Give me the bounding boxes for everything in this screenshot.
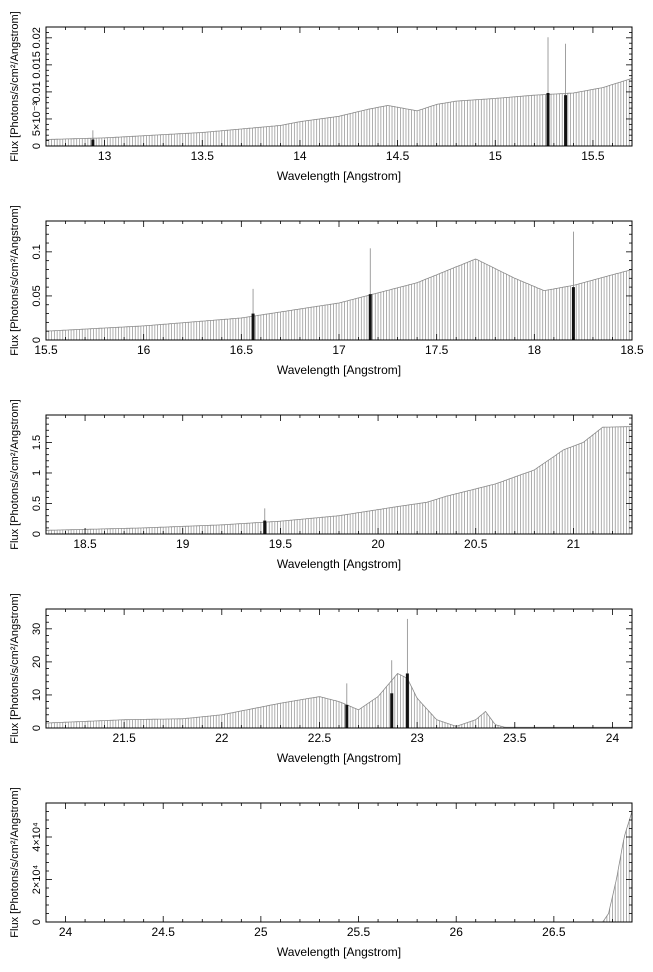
x-tick-label: 26 xyxy=(450,925,464,939)
plot-frame xyxy=(45,802,633,923)
continuum-bars xyxy=(46,811,633,923)
emission-line-bar xyxy=(390,693,394,728)
continuum-bars xyxy=(45,673,633,728)
emission-line-bar xyxy=(91,139,95,146)
x-tick-label: 26.5 xyxy=(542,925,566,939)
y-tick-label: 0.1 xyxy=(31,244,43,259)
x-tick-label: 15.5 xyxy=(581,149,605,163)
y-tick-label: 5×10⁻³ xyxy=(31,101,43,136)
emission-line-bar xyxy=(546,92,550,146)
x-tick-label: 20 xyxy=(371,537,385,551)
x-tick-label: 22.5 xyxy=(308,731,332,745)
y-tick-label: 0 xyxy=(31,531,43,537)
y-axis-title: Flux [Photons/s/cm²/Angstrom] xyxy=(9,205,21,355)
x-tick-label: 25.5 xyxy=(347,925,371,939)
y-axis-title: Flux [Photons/s/cm²/Angstrom] xyxy=(9,787,21,937)
x-tick-label: 21 xyxy=(567,537,581,551)
x-tick-label: 14.5 xyxy=(386,149,410,163)
y-tick-label: 1 xyxy=(31,470,43,476)
continuum-outline xyxy=(46,78,633,140)
y-tick-label: 20 xyxy=(31,656,43,668)
x-axis-title: Wavelength [Angstrom] xyxy=(277,751,401,765)
x-tick-label: 21.5 xyxy=(112,731,136,745)
x-axis-title: Wavelength [Angstrom] xyxy=(277,945,401,959)
y-tick-label: 0 xyxy=(31,725,43,731)
x-tick-label: 15 xyxy=(489,149,503,163)
emission-line-bar xyxy=(564,95,568,146)
x-tick-label: 18.5 xyxy=(620,343,644,357)
x-tick-label: 24 xyxy=(606,731,620,745)
continuum-bars xyxy=(45,78,633,146)
x-tick-label: 18.5 xyxy=(73,537,97,551)
chart-panel-2: 15.5 16 16.5 17 17.5 18 18.5 0 0.05 0.1 Wavelength… xyxy=(9,205,644,377)
y-axis-title: Flux [Photons/s/cm²/Angstrom] xyxy=(9,399,21,549)
emission-line-bar xyxy=(251,313,255,340)
chart-panel-5: 24 24.5 25 25.5 26 26.5 0 2×10⁴ 4×10⁴ Wavelength … xyxy=(9,787,633,959)
x-tick-label: 25 xyxy=(254,925,268,939)
x-tick-label: 13.5 xyxy=(191,149,215,163)
x-axis-title: Wavelength [Angstrom] xyxy=(277,363,401,377)
panels-container: 13 13.5 14 14.5 15 15.505×10⁻³0.010.0150.02Wa… xyxy=(9,11,644,959)
y-tick-label: 2×10⁴ xyxy=(31,864,43,894)
continuum-outline xyxy=(45,258,633,332)
y-axis-title: Flux [Photons/s/cm²/Angstrom] xyxy=(9,593,21,743)
y-tick-label: 0 xyxy=(31,337,43,343)
x-tick-label: 24 xyxy=(59,925,73,939)
x-tick-label: 17 xyxy=(332,343,346,357)
y-tick-label: 10 xyxy=(31,689,43,701)
y-tick-label: 30 xyxy=(31,623,43,635)
continuum-bars xyxy=(45,426,633,534)
x-axis-title: Wavelength [Angstrom] xyxy=(277,169,401,183)
y-tick-label: 0.015 xyxy=(31,51,43,79)
continuum-bars xyxy=(45,258,633,340)
x-tick-label: 16 xyxy=(137,343,151,357)
y-tick-label: 0 xyxy=(31,143,43,149)
x-tick-label: 16.5 xyxy=(230,343,254,357)
x-tick-label: 23.5 xyxy=(503,731,527,745)
x-axis-title: Wavelength [Angstrom] xyxy=(277,557,401,571)
y-axis-title: Flux [Photons/s/cm²/Angstrom] xyxy=(9,11,21,161)
emission-line-bar xyxy=(368,294,372,340)
x-tick-label: 19 xyxy=(176,537,190,551)
emission-line-bar xyxy=(345,704,349,728)
emission-line-bar xyxy=(263,520,267,534)
x-tick-label: 19.5 xyxy=(269,537,293,551)
chart-panel-3: 18.5 19 19.5 20 20.5 21 0 0.5 1 1.5 Wavelength [An… xyxy=(9,399,633,571)
x-tick-label: 18 xyxy=(528,343,542,357)
y-tick-label: 0.5 xyxy=(31,496,43,511)
continuum-outline xyxy=(46,426,632,531)
x-tick-label: 24.5 xyxy=(152,925,176,939)
y-tick-label: 0.01 xyxy=(31,81,43,102)
x-tick-label: 14 xyxy=(293,149,307,163)
x-tick-label: 13 xyxy=(98,149,112,163)
y-tick-label: 1.5 xyxy=(31,435,43,450)
continuum-outline xyxy=(46,811,633,923)
emission-line-bar xyxy=(405,673,409,728)
x-tick-label: 22 xyxy=(215,731,229,745)
y-tick-label: 0.05 xyxy=(31,285,43,306)
emission-line-bar xyxy=(571,287,575,340)
x-tick-label: 15.5 xyxy=(34,343,58,357)
x-tick-label: 20.5 xyxy=(464,537,488,551)
chart-panel-1: 13 13.5 14 14.5 15 15.5 0 5×10⁻³0.01 0.015 0.02 Wa… xyxy=(9,11,633,183)
x-tick-label: 17.5 xyxy=(425,343,449,357)
y-tick-label: 4×10⁴ xyxy=(31,822,43,852)
y-tick-label: 0 xyxy=(31,919,43,925)
chart-panel-4: 21.5 22 22.5 23 23.5 24 0 10 20 30 Wavelength [Ang… xyxy=(9,593,633,765)
y-tick-label: 0.02 xyxy=(31,27,43,48)
x-tick-label: 23 xyxy=(410,731,424,745)
